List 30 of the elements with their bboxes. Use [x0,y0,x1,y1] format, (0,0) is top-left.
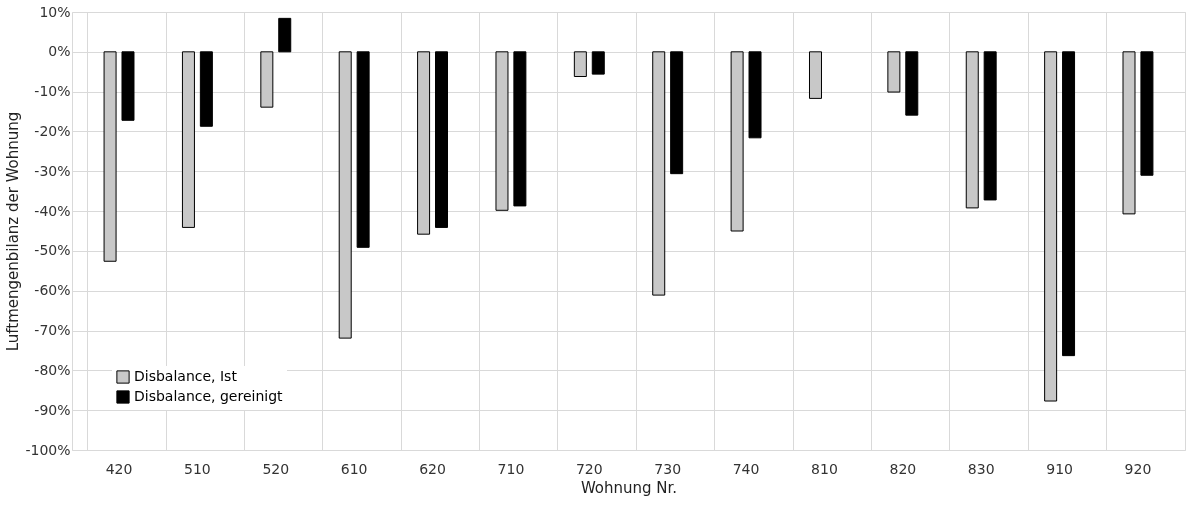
x-axis-title: Wohnung Nr. [580,478,678,497]
y-tick-label: -20% [34,122,71,139]
x-tick-label: 510 [184,460,211,477]
x-tick-label: 820 [889,460,917,477]
x-tick-label: 730 [654,460,682,477]
y-tick-label: -10% [34,83,71,100]
y-tick-label: -40% [34,202,71,219]
x-tick-label: 830 [967,460,995,477]
x-tick-label: 620 [419,460,446,477]
y-axis-title: Luftmengenbilanz der Wohnung [4,111,23,352]
x-tick-label: 420 [105,460,133,477]
x-tick-label: 740 [732,460,760,477]
y-tick-label: -90% [34,401,71,418]
x-tick-label: 520 [262,460,290,477]
x-tick-label: 610 [340,460,368,477]
y-tick-label: -30% [34,162,71,179]
y-tick-label: 0% [48,43,71,60]
x-tick-label: 710 [497,460,525,477]
x-tick-label: 920 [1124,460,1152,477]
legend-label: Disbalance, gereinigt [134,388,284,404]
x-tick-label: 910 [1046,460,1073,477]
y-tick-label: -70% [34,322,71,339]
y-tick-label: -60% [34,282,71,299]
y-tick-label: -50% [34,242,71,259]
y-tick-label: 10% [39,3,71,20]
legend-label: Disbalance, Ist [134,368,238,384]
y-tick-label: -80% [34,361,71,378]
y-tick-label: -100% [25,441,71,458]
x-tick-label: 810 [811,460,838,477]
x-tick-label: 720 [575,460,603,477]
